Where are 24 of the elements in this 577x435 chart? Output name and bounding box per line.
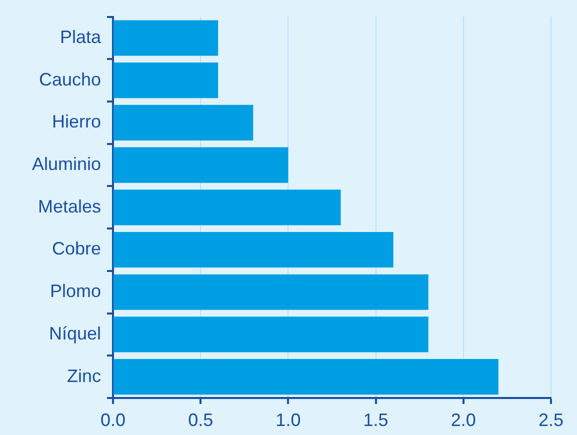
bar	[114, 359, 498, 395]
y-tick-label: Plomo	[50, 281, 101, 302]
bar	[114, 20, 218, 56]
bar	[114, 190, 341, 226]
y-tick-label: Zinc	[66, 366, 101, 386]
x-tick-label: 1.0	[276, 410, 301, 430]
bar	[114, 274, 428, 310]
bar	[114, 316, 428, 352]
x-tick-label: 2.5	[538, 410, 564, 430]
y-tick-label: Níquel	[48, 323, 101, 344]
bar	[114, 104, 254, 140]
x-tick-label: 1.5	[363, 410, 388, 430]
y-tick-label: Aluminio	[32, 154, 101, 174]
y-tick-label: Hierro	[52, 112, 101, 132]
y-tick-label: Metales	[38, 196, 101, 216]
y-tick-label: Plata	[60, 26, 102, 47]
bar	[114, 147, 288, 183]
bar	[114, 232, 394, 268]
x-tick-label: 0.5	[188, 410, 214, 430]
x-tick-label: 0.0	[100, 410, 126, 430]
y-tick-label: Caucho	[38, 69, 101, 90]
y-tick-label: Cobre	[52, 238, 101, 259]
x-tick-label: 2.0	[450, 410, 476, 430]
bar	[114, 62, 218, 98]
